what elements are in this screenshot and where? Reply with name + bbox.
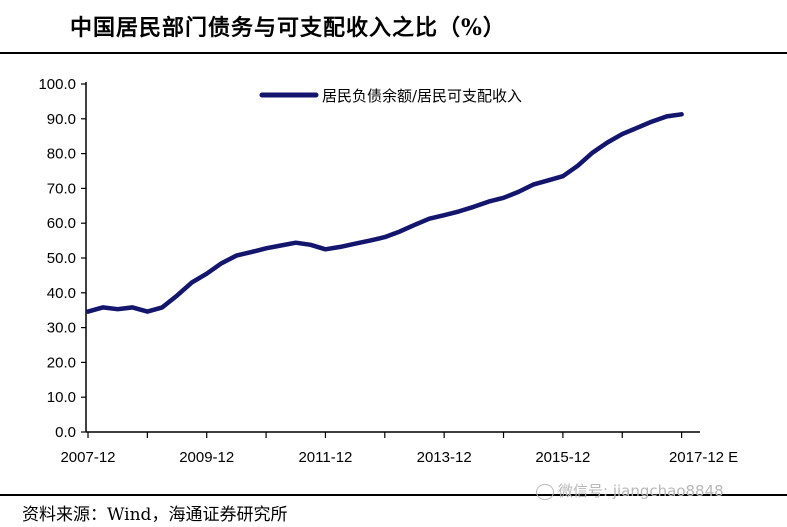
bottom-rule [0, 494, 787, 496]
data-point [86, 310, 90, 314]
chart-title: 中国居民部门债务与可支配收入之比（%） [70, 15, 506, 41]
watermark-text: 微信号: jiangchao8848 [558, 482, 724, 500]
top-rule [0, 52, 787, 54]
data-point [353, 242, 357, 246]
data-point [249, 250, 253, 254]
y-tick-label: 90.0 [47, 111, 76, 128]
data-point [323, 247, 327, 251]
data-point [650, 120, 654, 124]
x-tick-label: 2015-12 [535, 449, 590, 466]
data-point [576, 164, 580, 168]
data-point [427, 217, 431, 221]
y-tick-label: 40.0 [47, 285, 76, 302]
data-point [160, 305, 164, 309]
data-point [561, 174, 565, 178]
legend-label: 居民负债余额/居民可支配收入 [322, 87, 522, 105]
data-point [383, 235, 387, 239]
source-note: 资料来源：Wind，海通证券研究所 [22, 505, 288, 525]
x-tick-label: 2013-12 [417, 449, 472, 466]
data-point [531, 183, 535, 187]
data-point [442, 213, 446, 217]
y-tick-label: 20.0 [47, 354, 76, 371]
data-point [309, 243, 313, 247]
x-tick-label: 2011-12 [298, 449, 352, 466]
data-point [620, 132, 624, 136]
data-point [205, 272, 209, 276]
data-point [591, 151, 595, 155]
y-tick-label: 100.0 [38, 76, 76, 93]
y-tick-label: 60.0 [47, 215, 76, 232]
data-point [665, 114, 669, 118]
watermark: 微信号: jiangchao8848 [536, 480, 724, 501]
x-tick-label: 2009-12 [179, 449, 234, 466]
data-point [502, 196, 506, 200]
data-point [635, 126, 639, 130]
data-point [264, 246, 268, 250]
data-point [101, 305, 105, 309]
wechat-icon [536, 483, 554, 500]
data-point [368, 239, 372, 243]
data-point [145, 310, 149, 314]
data-point [294, 241, 298, 245]
data-point [131, 305, 135, 309]
data-point [190, 280, 194, 284]
data-point [487, 200, 491, 204]
y-tick-label: 30.0 [47, 320, 76, 337]
data-point [457, 209, 461, 213]
y-tick-label: 80.0 [47, 146, 76, 163]
series-line [85, 112, 684, 314]
data-point [412, 223, 416, 227]
data-point [605, 140, 609, 144]
data-point [398, 230, 402, 234]
data-point [516, 190, 520, 194]
data-point [279, 243, 283, 247]
data-point [175, 294, 179, 298]
y-tick-label: 50.0 [47, 250, 76, 267]
y-tick-label: 10.0 [47, 389, 76, 406]
data-point [680, 112, 684, 116]
data-point [116, 307, 120, 311]
data-point [472, 205, 476, 209]
y-tick-label: 70.0 [47, 180, 76, 197]
data-point [220, 261, 224, 265]
y-tick-label: 0.0 [55, 424, 76, 441]
data-point [546, 178, 550, 182]
x-tick-label: 2017-12 E [669, 449, 738, 466]
data-point [234, 254, 238, 258]
x-tick-label: 2007-12 [60, 449, 115, 466]
data-point [338, 245, 342, 249]
line-chart: 0.0 10.0 20.0 30.0 40.0 50.0 60.0 70.0 80.0 90.0 1… [38, 76, 738, 466]
